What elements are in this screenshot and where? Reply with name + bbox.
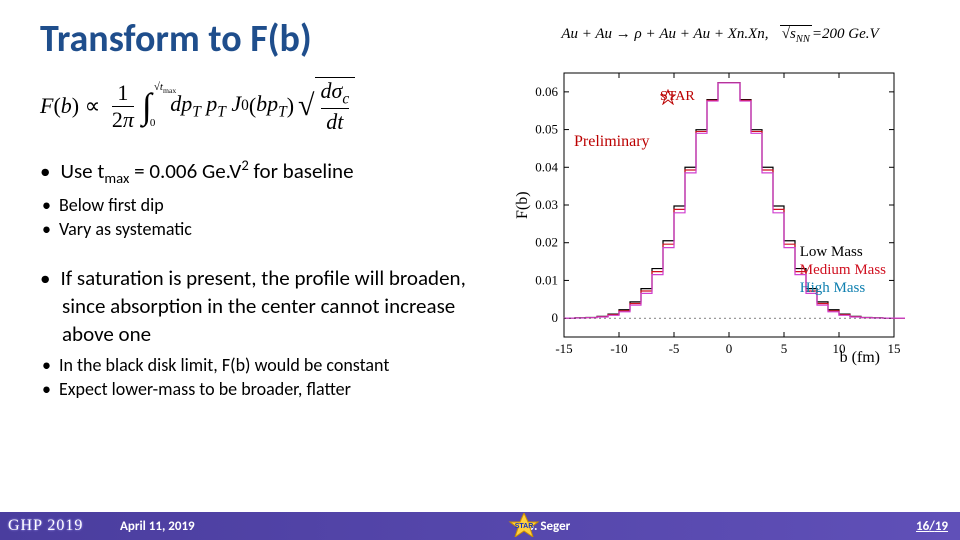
y-axis-label: F(b)	[514, 191, 532, 219]
formula: F(b) ∝ 1 2π ∫√tmax0 dpT pT J0(bpT) √ dσc…	[40, 74, 510, 138]
svg-text:0.05: 0.05	[535, 122, 558, 137]
svg-text:0.01: 0.01	[535, 272, 558, 287]
svg-text:-5: -5	[669, 341, 680, 356]
star-footer-icon: STAR	[502, 513, 546, 537]
svg-text:0.06: 0.06	[535, 84, 558, 99]
svg-text:STAR: STAR	[515, 523, 534, 530]
svg-text:5: 5	[781, 341, 788, 356]
svg-text:15: 15	[888, 341, 901, 356]
fb-chart: 00.010.020.030.040.050.06-15-10-5051015 …	[510, 49, 910, 379]
preliminary-label: Preliminary	[574, 133, 650, 151]
svg-text:0: 0	[726, 341, 733, 356]
bullet-tmax: Use tmax = 0.006 Ge.V2 for baseline	[62, 156, 510, 189]
sub-bullet: Expect lower-mass to be broader, flatter	[62, 377, 510, 401]
sub-bullet: Vary as systematic	[62, 217, 510, 241]
svg-text:-15: -15	[555, 341, 572, 356]
page-number: 16/19	[888, 519, 948, 534]
sub-bullet: In the black disk limit, F(b) would be c…	[62, 353, 510, 377]
chart-header: Au + Au → ρ + Au + Au + Xn.Xn, √sNN=200 …	[510, 26, 930, 45]
bullet-saturation: If saturation is present, the profile wi…	[62, 264, 510, 349]
left-column: F(b) ∝ 1 2π ∫√tmax0 dpT pT J0(bpT) √ dσc…	[40, 74, 510, 423]
svg-text:0.02: 0.02	[535, 235, 558, 250]
right-column: Au + Au → ρ + Au + Au + Xn.Xn, √sNN=200 …	[510, 74, 930, 423]
svg-text:0.04: 0.04	[535, 159, 558, 174]
svg-text:0: 0	[552, 310, 559, 325]
conference-label: GHP 2019	[0, 517, 120, 535]
svg-text:-10: -10	[610, 341, 627, 356]
chart-legend: Low Mass Medium Mass High Mass	[800, 243, 886, 297]
x-axis-label: b (fm)	[840, 349, 880, 367]
footer-date: April 11, 2019	[120, 519, 400, 534]
sub-bullet: Below first dip	[62, 193, 510, 217]
footer-author: J. Seger	[400, 519, 700, 534]
footer-bar: GHP 2019 April 11, 2019 J. Seger STAR 16…	[0, 512, 960, 540]
svg-text:0.03: 0.03	[535, 197, 558, 212]
star-chart-label: STAR	[660, 89, 695, 105]
